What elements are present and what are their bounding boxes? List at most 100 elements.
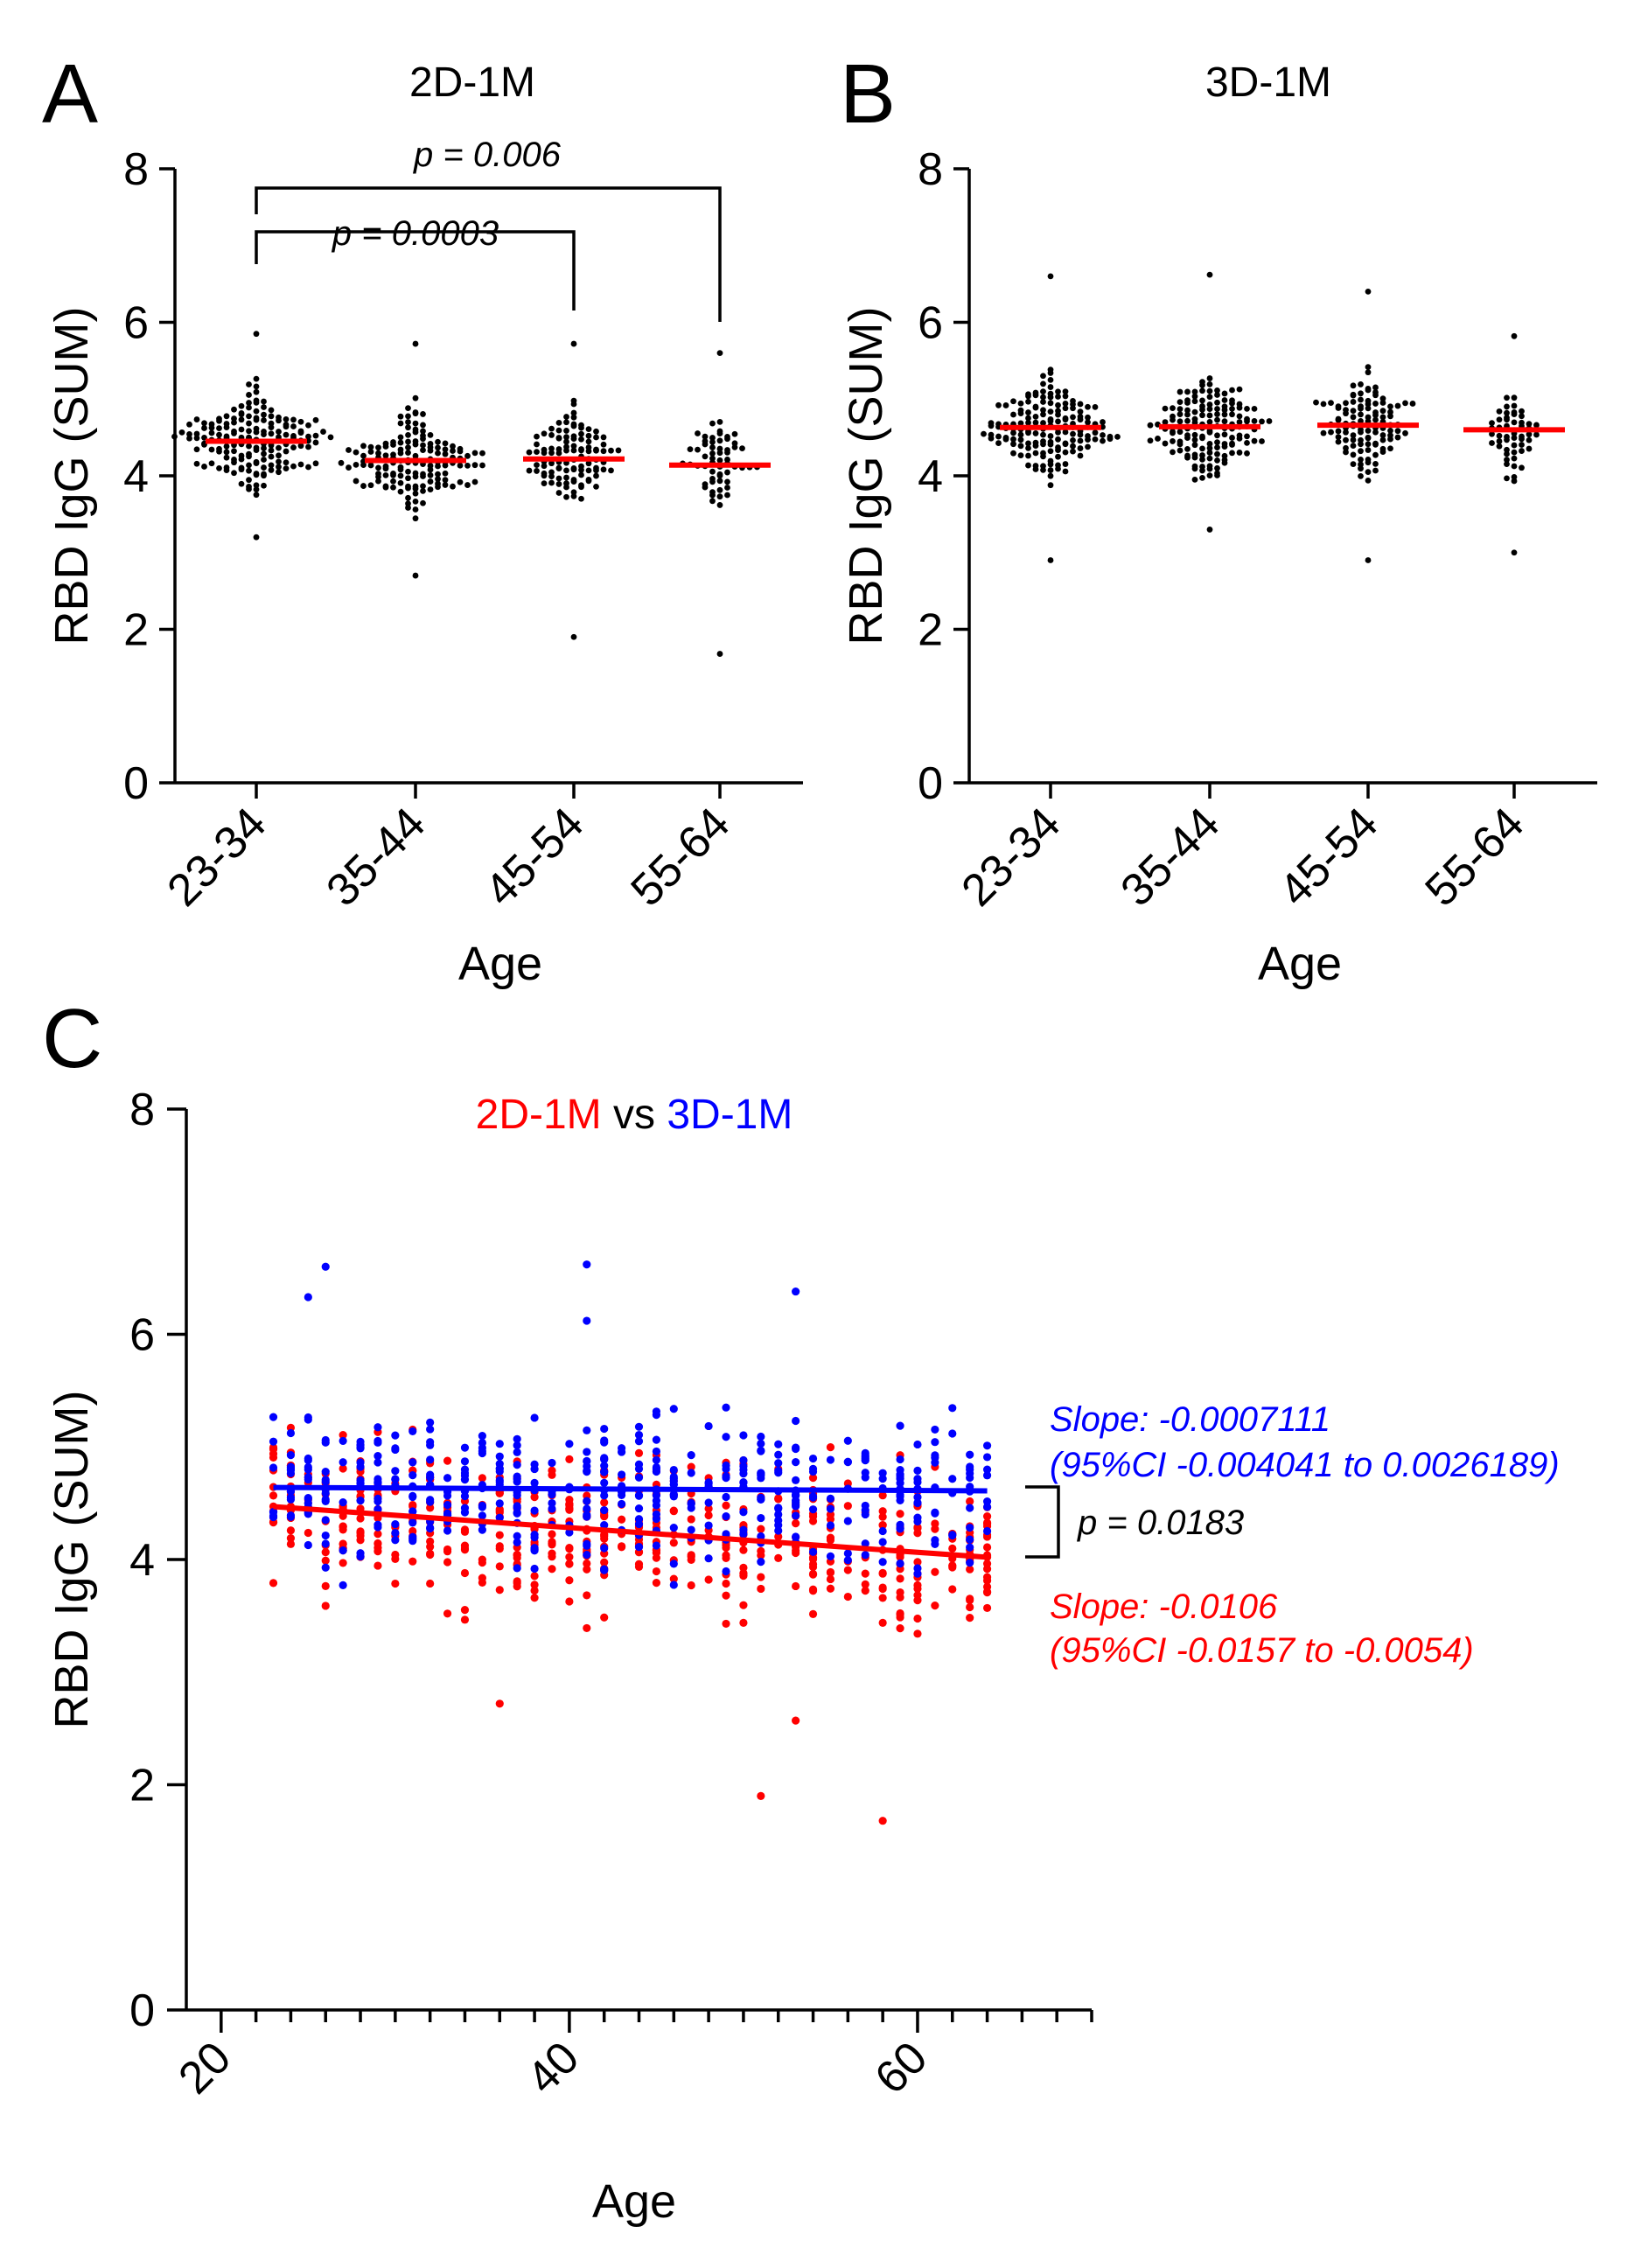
data-point: [570, 443, 577, 450]
data-point: [634, 1437, 644, 1446]
data-point: [1147, 422, 1154, 429]
data-point: [982, 1576, 992, 1585]
data-point: [702, 438, 709, 444]
data-point: [269, 1491, 278, 1500]
data-point: [374, 1436, 382, 1446]
data-point: [913, 1581, 922, 1589]
data-point: [966, 1595, 974, 1603]
data-point: [238, 480, 245, 487]
data-point: [286, 1526, 296, 1535]
data-point: [405, 494, 411, 501]
data-point: [1343, 444, 1349, 451]
data-point: [1229, 411, 1235, 418]
y-tick-label: 0: [123, 758, 149, 809]
data-point: [1025, 452, 1031, 459]
data-point: [687, 1462, 695, 1471]
data-point: [442, 477, 449, 484]
data-point: [426, 1550, 435, 1560]
data-point: [982, 1471, 992, 1480]
y-tick-label: 6: [918, 298, 943, 349]
data-point: [757, 1532, 765, 1541]
data-point: [1335, 405, 1342, 411]
data-point: [1251, 405, 1258, 412]
y-tick-label: 2: [129, 1761, 155, 1811]
data-point: [534, 441, 540, 448]
data-point: [1055, 418, 1061, 425]
data-point: [731, 430, 738, 437]
data-point: [443, 1501, 452, 1510]
data-point: [931, 1602, 939, 1610]
data-point: [1358, 448, 1364, 455]
data-point: [1229, 387, 1235, 394]
data-point: [1358, 461, 1364, 468]
data-point: [709, 455, 716, 462]
data-point: [1511, 435, 1518, 442]
data-point: [460, 1527, 470, 1536]
data-point: [1199, 387, 1205, 394]
data-point: [426, 1425, 435, 1434]
data-point: [1511, 463, 1518, 470]
data-point: [1379, 408, 1386, 415]
y-tick-label: 8: [918, 144, 943, 195]
data-point: [709, 420, 716, 427]
data-point: [253, 486, 260, 493]
data-point: [1062, 415, 1069, 422]
data-point: [513, 1532, 521, 1540]
data-point: [1504, 394, 1510, 401]
data-point: [704, 1511, 713, 1520]
data-point: [724, 436, 730, 443]
data-point: [583, 1497, 591, 1505]
data-point: [420, 483, 426, 490]
data-point: [1025, 440, 1031, 447]
data-point: [1177, 447, 1184, 454]
data-point: [1199, 381, 1205, 388]
data-point: [246, 477, 252, 484]
data-point: [1085, 443, 1091, 450]
data-point: [1199, 433, 1205, 440]
data-point: [391, 1467, 400, 1476]
data-point: [702, 433, 709, 440]
data-point: [1170, 413, 1176, 420]
outlier-point: [321, 1262, 330, 1271]
data-point: [716, 450, 723, 457]
panel-c-title: 2D-1M vs 3D-1M: [476, 1092, 793, 1138]
data-point: [304, 1455, 312, 1465]
data-point: [555, 490, 562, 496]
data-point: [913, 1524, 922, 1532]
data-point: [1199, 397, 1205, 404]
data-point: [261, 457, 267, 463]
data-point: [716, 428, 723, 435]
x-tick-label: 40: [517, 2032, 589, 2104]
data-point: [374, 1475, 382, 1483]
data-point: [460, 1606, 470, 1615]
data-point: [570, 401, 577, 408]
data-point: [1062, 468, 1069, 475]
data-point: [583, 1456, 591, 1466]
data-point: [1244, 450, 1250, 457]
data-point: [1107, 436, 1114, 443]
data-point: [555, 475, 562, 482]
data-point: [420, 411, 426, 417]
data-point: [563, 493, 569, 500]
data-point: [290, 463, 297, 470]
x-tick-label: 23-34: [157, 798, 276, 916]
data-point: [1387, 427, 1393, 434]
data-point: [1526, 421, 1533, 428]
data-point: [193, 460, 200, 467]
data-point: [530, 1478, 539, 1487]
data-point: [312, 460, 319, 467]
data-point: [283, 431, 290, 438]
data-point: [1010, 398, 1016, 405]
data-point: [1047, 366, 1054, 373]
data-point: [687, 1451, 695, 1460]
data-point: [878, 1558, 887, 1567]
data-point: [375, 450, 381, 457]
data-point: [687, 1469, 695, 1477]
data-point: [426, 1497, 435, 1506]
data-point: [1055, 388, 1061, 395]
data-point: [548, 469, 555, 476]
data-point: [443, 1509, 452, 1518]
data-point: [669, 1539, 678, 1547]
data-point: [1206, 441, 1213, 447]
data-point: [495, 1452, 504, 1461]
